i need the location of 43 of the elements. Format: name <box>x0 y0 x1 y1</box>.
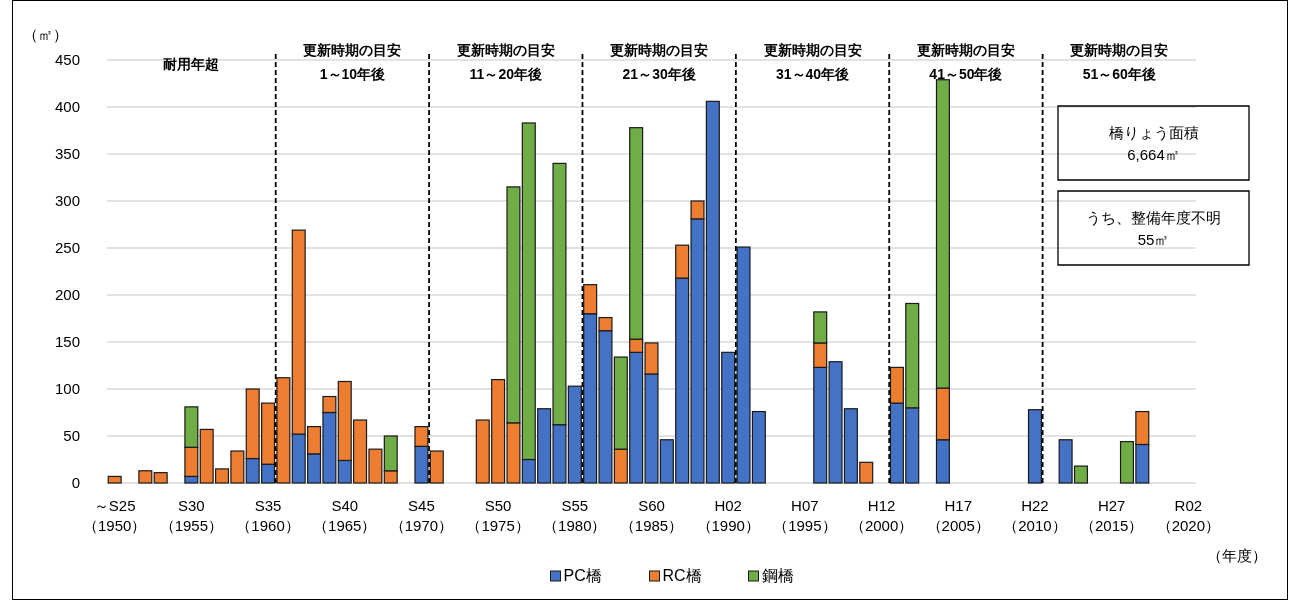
annotation: 更新時期の目安 31～40年後 <box>763 42 862 82</box>
annotation: 更新時期の目安 21～30年後 <box>610 42 709 82</box>
y-tick-label: 50 <box>63 427 80 444</box>
x-tick-label: H27 （2015） <box>1079 497 1144 534</box>
legend-label: RC橋 <box>662 567 702 584</box>
y-tick-label: 400 <box>54 98 80 115</box>
annotation: 更新時期の目安 1～10年後 <box>303 42 402 82</box>
bar <box>138 470 153 484</box>
x-tick-label: H22 （2010） <box>1003 497 1067 534</box>
annotation: うち、整備年度不明 55㎡ <box>1086 209 1221 248</box>
x-tick-label: S35 （1960） <box>236 497 300 534</box>
annotation: 耐用年超 <box>163 56 220 72</box>
bar <box>153 472 168 484</box>
legend-label: PC橋 <box>563 567 602 584</box>
legend-label: 鋼橋 <box>761 567 794 584</box>
x-tick-label: ～S25 （1950） <box>82 497 147 534</box>
y-tick-label: 200 <box>54 286 80 303</box>
x-tick-label: S30 （1955） <box>159 497 224 534</box>
annotation: 更新時期の目安 51～60年後 <box>1070 42 1169 82</box>
x-tick-label: S40 （1965） <box>313 497 377 534</box>
annotation: 更新時期の目安 41～50年後 <box>916 42 1015 82</box>
x-tick-label: H02 （1990） <box>696 497 760 534</box>
y-tick-label: 300 <box>54 192 80 209</box>
y-tick-label: 250 <box>54 239 80 256</box>
y-axis-title: （㎡） <box>22 26 68 43</box>
annotation: 更新時期の目安 11～20年後 <box>456 42 555 82</box>
bar <box>1027 409 1042 484</box>
y-tick-label: 0 <box>71 474 80 491</box>
y-tick-label: 350 <box>54 145 80 162</box>
x-tick-label: S45 （1970） <box>389 497 454 534</box>
y-tick-label: 450 <box>54 51 80 68</box>
x-tick-label: S50 （1975） <box>466 497 530 534</box>
annotation: 橋りょう面積 6,664㎡ <box>1108 124 1199 163</box>
x-tick-label: R02 （2020） <box>1156 497 1221 534</box>
x-tick-label: H07 （1995） <box>773 497 837 534</box>
x-axis-title: （年度） <box>1207 547 1267 564</box>
x-tick-label: S60 （1985） <box>619 497 684 534</box>
x-tick-label: H17 （2005） <box>926 497 990 534</box>
bar <box>107 475 122 484</box>
y-tick-label: 100 <box>54 380 80 397</box>
y-tick-label: 150 <box>54 333 80 350</box>
x-tick-label: H12 （2000） <box>849 497 914 534</box>
x-tick-label: S55 （1980） <box>543 497 607 534</box>
